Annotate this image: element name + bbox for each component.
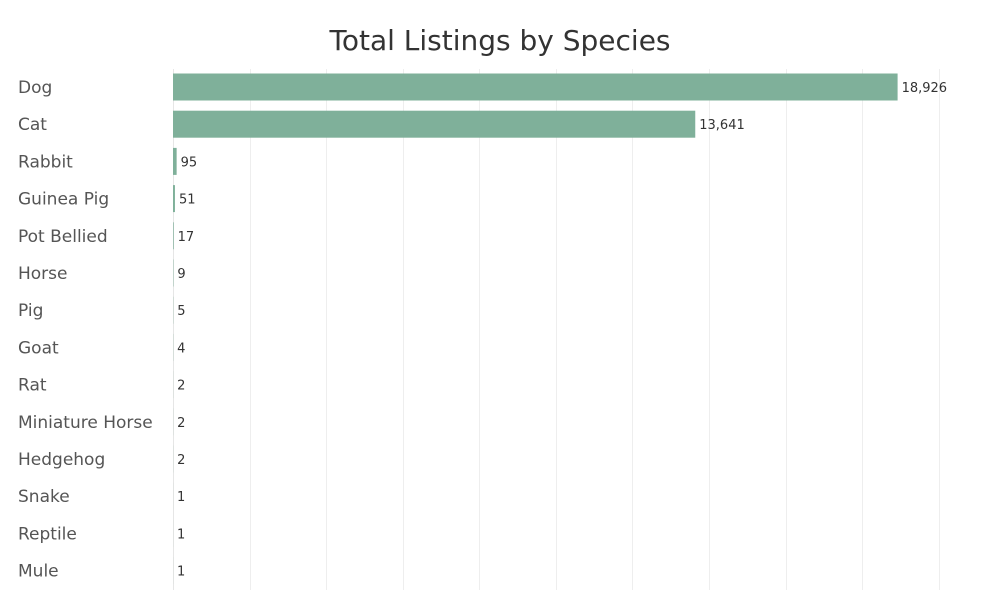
data-label: 95	[181, 155, 198, 170]
category-label: Pig	[18, 301, 43, 321]
category-label: Mule	[18, 562, 59, 582]
category-label: Cat	[18, 115, 47, 135]
chart-title: Total Listings by Species	[328, 24, 670, 57]
chart-gridlines	[173, 69, 940, 590]
category-label: Dog	[18, 78, 52, 98]
bar	[173, 222, 174, 250]
category-label: Hedgehog	[18, 450, 105, 470]
data-label: 18,926	[902, 81, 948, 96]
category-label: Horse	[18, 264, 68, 284]
data-label: 9	[177, 267, 185, 282]
data-label: 5	[177, 304, 185, 319]
category-label: Reptile	[18, 524, 77, 544]
data-label: 17	[178, 230, 195, 245]
bar	[173, 110, 696, 138]
chart-bars	[173, 73, 898, 585]
category-label: Guinea Pig	[18, 190, 109, 210]
category-label: Snake	[18, 487, 70, 507]
data-label: 4	[177, 341, 185, 356]
bar	[173, 185, 175, 213]
category-label: Miniature Horse	[18, 413, 153, 433]
category-labels: Dog Cat Rabbit Guinea Pig Pot Bellied Horse Pi…	[18, 78, 153, 582]
data-label: 2	[177, 416, 185, 431]
data-label: 1	[177, 565, 185, 580]
data-label: 1	[177, 490, 185, 505]
bar	[173, 147, 177, 175]
category-label: Rat	[18, 376, 47, 396]
data-label: 1	[177, 527, 185, 542]
data-label: 51	[179, 193, 196, 208]
bar	[173, 73, 898, 101]
data-label: 2	[177, 379, 185, 394]
data-label: 2	[177, 453, 185, 468]
category-label: Rabbit	[18, 152, 73, 172]
category-label: Goat	[18, 338, 59, 358]
category-label: Pot Bellied	[18, 227, 108, 247]
data-label: 13,641	[699, 118, 745, 133]
